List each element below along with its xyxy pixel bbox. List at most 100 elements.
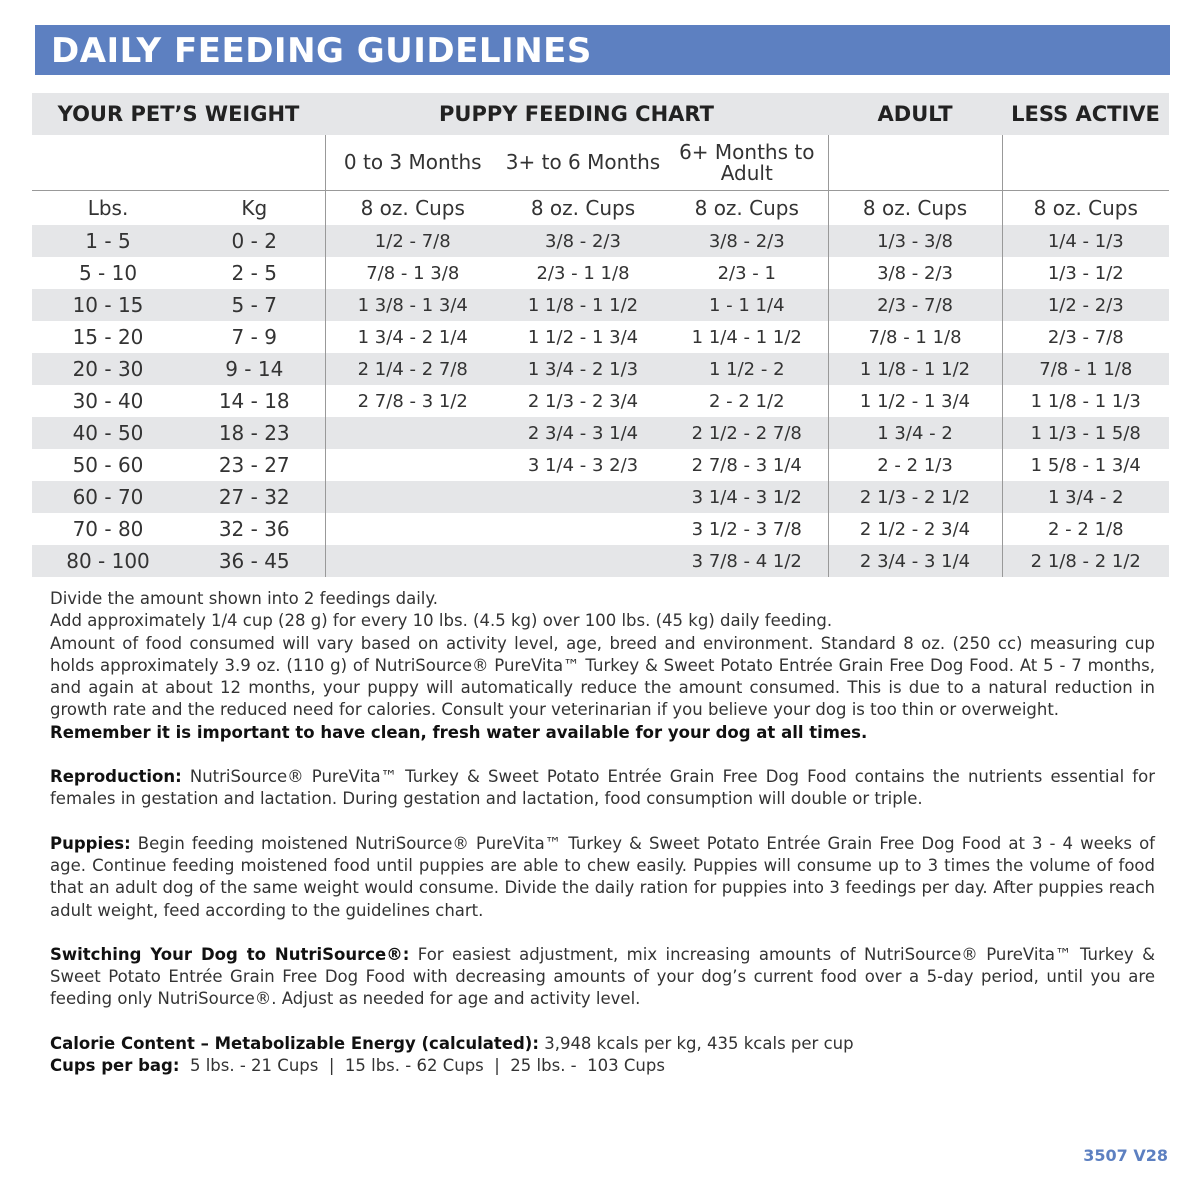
- weight-lbs-cell: 10 - 15: [32, 289, 184, 321]
- weight-lbs-cell: 15 - 20: [72, 325, 144, 349]
- puppy-3-6-cell: 3/8 - 2/3: [500, 225, 666, 257]
- weight-kg-cell: 2 - 5: [231, 261, 277, 285]
- puppy-0-3-cell: [324, 417, 500, 449]
- puppy-0-3-cell: 1 3/4 - 2 1/4: [324, 321, 500, 353]
- unit-kg: Kg: [241, 196, 268, 220]
- weight-kg-cell: 32 - 36: [218, 517, 290, 541]
- weight-kg-cell: 18 - 23: [184, 417, 325, 449]
- table-row: 70 - 80 32 - 36 3 1/2 - 3 7/8 2 1/2 - 2 3/4…: [32, 513, 1170, 545]
- header-weight: YOUR PET’S WEIGHT: [32, 93, 325, 135]
- puppy-3-6-cell: [500, 545, 666, 577]
- less-active-cell: 2 - 2 1/8: [1001, 513, 1170, 545]
- puppy-3-6-cell: 1 1/8 - 1 1/2: [500, 289, 666, 321]
- puppy-6-adult-cell: 1 - 1 1/4: [666, 289, 829, 321]
- weight-lbs-cell: 80 - 100: [32, 545, 184, 577]
- adult-cell: 1 1/8 - 1 1/2: [827, 353, 1003, 385]
- table-row: 20 - 30 9 - 14 2 1/4 - 2 7/8 1 3/4 - 2 1/3 1…: [32, 353, 1170, 385]
- table-row: 40 - 50 18 - 23 2 3/4 - 3 1/4 2 1/2 - 2 7/8…: [32, 417, 1170, 449]
- puppy-6-adult-cell: 3/8 - 2/3: [666, 225, 829, 257]
- note-feedings: Divide the amount shown into 2 feedings …: [50, 589, 439, 608]
- note-add: Add approximately 1/4 cup (28 g) for eve…: [50, 611, 833, 631]
- less-active-cell: 1/3 - 1/2: [1001, 257, 1170, 289]
- puppy-0-3-cell: 1/2 - 7/8: [324, 225, 500, 257]
- adult-cell: 1 3/4 - 2: [827, 417, 1003, 449]
- puppy-6-adult-cell: 3 7/8 - 4 1/2: [666, 545, 829, 577]
- weight-lbs-cell: 30 - 40: [72, 389, 144, 413]
- weight-kg-cell: 27 - 32: [184, 481, 325, 513]
- puppy-0-3-cell: [324, 513, 500, 545]
- puppy-3-6-cell: 2/3 - 1 1/8: [536, 262, 630, 284]
- feeding-table: YOUR PET’S WEIGHT PUPPY FEEDING CHART AD…: [32, 93, 1170, 577]
- adult-cell: 3/8 - 2/3: [827, 257, 1003, 289]
- puppy-3-6-cell: [500, 481, 666, 513]
- adult-cell: 1 1/2 - 1 3/4: [827, 385, 1003, 417]
- puppy-6-adult-cell: 2/3 - 1: [717, 262, 776, 284]
- text: NutriSource® PureVita™ Turkey & Sweet Po…: [50, 767, 1155, 809]
- less-active-cell: 1/4 - 1/3: [1001, 225, 1170, 257]
- weight-lbs-cell: 50 - 60: [72, 453, 144, 477]
- adult-cell: 2 1/2 - 2 3/4: [827, 513, 1003, 545]
- puppy-age: 6+ Months to Adult: [666, 135, 829, 191]
- table-row: 15 - 20 7 - 9 1 3/4 - 2 1/4 1 1/2 - 1 3/4 1 …: [32, 321, 1170, 353]
- header-less-active: LESS ACTIVE: [1002, 93, 1170, 135]
- puppy-0-3-cell: [324, 481, 500, 513]
- puppy-6-adult-cell: 2 1/2 - 2 7/8: [666, 417, 829, 449]
- weight-kg-cell: 0 - 2: [184, 225, 325, 257]
- puppy-0-3-cell: 2 7/8 - 3 1/2: [324, 385, 500, 417]
- puppy-6-adult-cell: 1 1/4 - 1 1/2: [691, 326, 802, 348]
- puppy-0-3-cell: [324, 449, 500, 481]
- notes: Divide the amount shown into 2 feedings …: [50, 588, 1155, 1077]
- puppy-0-3-cell: [324, 545, 500, 577]
- adult-cell: 1/3 - 3/8: [827, 225, 1003, 257]
- unit-cups: 8 oz. Cups: [530, 196, 636, 220]
- weight-kg-cell: 7 - 9: [231, 325, 277, 349]
- puppy-3-6-cell: 1 1/2 - 1 3/4: [527, 326, 639, 348]
- puppy-6-adult-cell: 2 - 2 1/2: [708, 390, 785, 412]
- note-amount: Amount of food consumed will vary based …: [50, 633, 1155, 720]
- note-water: Remember it is important to have clean, …: [50, 722, 868, 742]
- note-calorie: Calorie Content – Metabolizable Energy (…: [50, 1033, 1155, 1055]
- table-row: 5 - 10 2 - 5 7/8 - 1 3/8 2/3 - 1 1/8 2/3 - 1…: [32, 257, 1170, 289]
- less-active-cell: 1 1/8 - 1 1/3: [1001, 385, 1170, 417]
- weight-lbs-cell: 60 - 70: [32, 481, 184, 513]
- puppy-6-adult-cell: 3 1/2 - 3 7/8: [691, 518, 802, 540]
- less-active-cell: 1/2 - 2/3: [1001, 289, 1170, 321]
- product-code: 3507 V28: [1083, 1146, 1168, 1165]
- note-switching: Switching Your Dog to NutriSource®: For …: [50, 944, 1155, 1011]
- unit-cups: 8 oz. Cups: [1001, 190, 1170, 225]
- weight-kg-cell: 36 - 45: [184, 545, 325, 577]
- note-puppies: Puppies: Begin feeding moistened NutriSo…: [50, 833, 1155, 922]
- header-puppy: PUPPY FEEDING CHART: [325, 93, 829, 135]
- label: Calorie Content – Metabolizable Energy (…: [50, 1033, 539, 1053]
- table-row: 50 - 60 23 - 27 3 1/4 - 3 2/3 2 7/8 - 3 1/4…: [32, 449, 1170, 481]
- puppy-0-3-cell: 2 1/4 - 2 7/8: [324, 353, 500, 385]
- puppy-0-3-cell: 7/8 - 1 3/8: [324, 257, 500, 289]
- note-cups: Cups per bag: 5 lbs. - 21 Cups | 15 lbs.…: [50, 1055, 1155, 1077]
- puppy-3-6-cell: [500, 513, 666, 545]
- less-active-cell: 7/8 - 1 1/8: [1001, 353, 1170, 385]
- puppy-6-adult-cell: 2 7/8 - 3 1/4: [691, 454, 802, 476]
- puppy-3-6-cell: 1 3/4 - 2 1/3: [500, 353, 666, 385]
- label: Cups per bag:: [50, 1056, 180, 1076]
- puppy-age: 0 to 3 Months: [324, 135, 500, 191]
- puppy-3-6-cell: 3 1/4 - 3 2/3: [527, 454, 639, 476]
- adult-cell: 2 1/3 - 2 1/2: [827, 481, 1003, 513]
- table-row: 30 - 40 14 - 18 2 7/8 - 3 1/2 2 1/3 - 2 3/4…: [32, 385, 1170, 417]
- less-active-cell: 2 1/8 - 2 1/2: [1001, 545, 1170, 577]
- adult-cell: 2 3/4 - 3 1/4: [827, 545, 1003, 577]
- page-title: DAILY FEEDING GUIDELINES: [35, 25, 1170, 75]
- text: Begin feeding moistened NutriSource® Pur…: [50, 833, 1155, 920]
- puppy-3-6-cell: 2 1/3 - 2 3/4: [527, 390, 639, 412]
- header-adult: ADULT: [828, 93, 1003, 135]
- less-active-cell: 2/3 - 7/8: [1001, 321, 1170, 353]
- text: 5 lbs. - 21 Cups | 15 lbs. - 62 Cups | 2…: [179, 1056, 665, 1076]
- unit-cups: 8 oz. Cups: [827, 190, 1003, 225]
- unit-cups: 8 oz. Cups: [694, 196, 799, 220]
- weight-kg-cell: 23 - 27: [218, 453, 290, 477]
- weight-lbs-cell: 5 - 10: [78, 261, 138, 285]
- puppy-age: 3+ to 6 Months: [500, 135, 666, 191]
- puppy-0-3-cell: 1 3/8 - 1 3/4: [324, 289, 500, 321]
- less-active-cell: 1 1/3 - 1 5/8: [1001, 417, 1170, 449]
